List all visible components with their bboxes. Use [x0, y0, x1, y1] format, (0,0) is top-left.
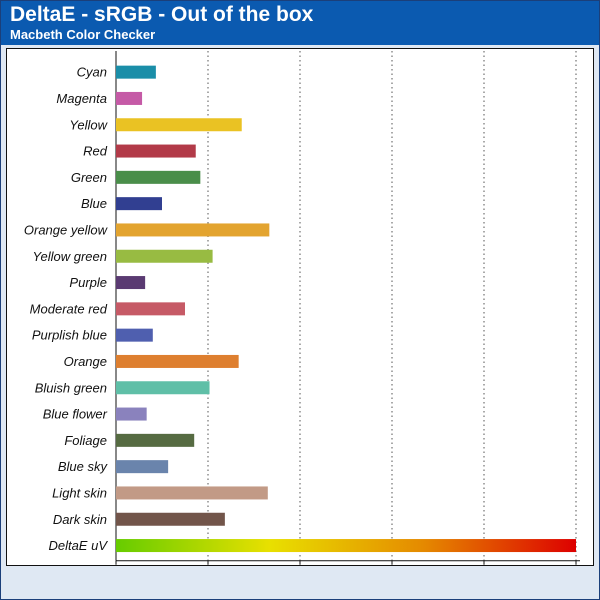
bar-orange — [116, 354, 239, 368]
plot-area: Cyan Magenta Yellow Red Green Blue Orange yell… — [6, 48, 594, 566]
bar-chart: Cyan Magenta Yellow Red Green Blue Orange yell… — [24, 51, 580, 565]
chart-subtitle: Macbeth Color Checker — [10, 27, 156, 42]
bar-label-blue-sky: Blue sky — [58, 459, 109, 474]
bar-label-blue-flower: Blue flower — [43, 407, 108, 422]
bar-yellow-green — [116, 249, 213, 263]
bar-label-blue: Blue — [81, 196, 107, 211]
bar-purple — [116, 276, 146, 290]
bar-label-deltae-uv: DeltaE uV — [48, 538, 108, 553]
bar-label-orange-yellow: Orange yellow — [24, 222, 109, 237]
bar-purplish-blue — [116, 328, 153, 342]
bar-label-light-skin: Light skin — [52, 485, 107, 500]
header-bar: DeltaE - sRGB - Out of the box Macbeth C… — [1, 1, 599, 45]
bar-blue-flower — [116, 407, 147, 421]
bar-light-skin — [116, 486, 268, 500]
bar-label-red: Red — [83, 144, 108, 159]
bar-moderate-red — [116, 302, 185, 316]
bar-green — [116, 170, 201, 184]
bar-label-dark-skin: Dark skin — [53, 512, 107, 527]
bar-foliage — [116, 433, 195, 447]
bar-label-magenta: Magenta — [56, 91, 107, 106]
bar-dark-skin — [116, 512, 225, 526]
bar-bluish-green — [116, 381, 210, 395]
bar-label-cyan: Cyan — [77, 65, 107, 80]
bar-label-green: Green — [71, 170, 107, 185]
bar-blue — [116, 197, 162, 211]
bar-magenta — [116, 91, 143, 105]
bar-yellow — [116, 118, 242, 132]
bar-label-moderate-red: Moderate red — [30, 301, 108, 316]
bar-deltae-uv — [116, 539, 576, 553]
bar-label-purple: Purple — [69, 275, 107, 290]
bar-orange-yellow — [116, 223, 270, 237]
bar-label-yellow-green: Yellow green — [33, 249, 107, 264]
bar-label-orange: Orange — [64, 354, 107, 369]
bar-blue-sky — [116, 460, 169, 474]
chart-title: DeltaE - sRGB - Out of the box — [10, 3, 314, 26]
bar-label-foliage: Foliage — [64, 433, 107, 448]
bar-label-purplish-blue: Purplish blue — [32, 328, 107, 343]
bar-label-yellow: Yellow — [69, 117, 108, 132]
bar-red — [116, 144, 196, 158]
bar-cyan — [116, 65, 156, 79]
bar-label-bluish-green: Bluish green — [35, 380, 107, 395]
